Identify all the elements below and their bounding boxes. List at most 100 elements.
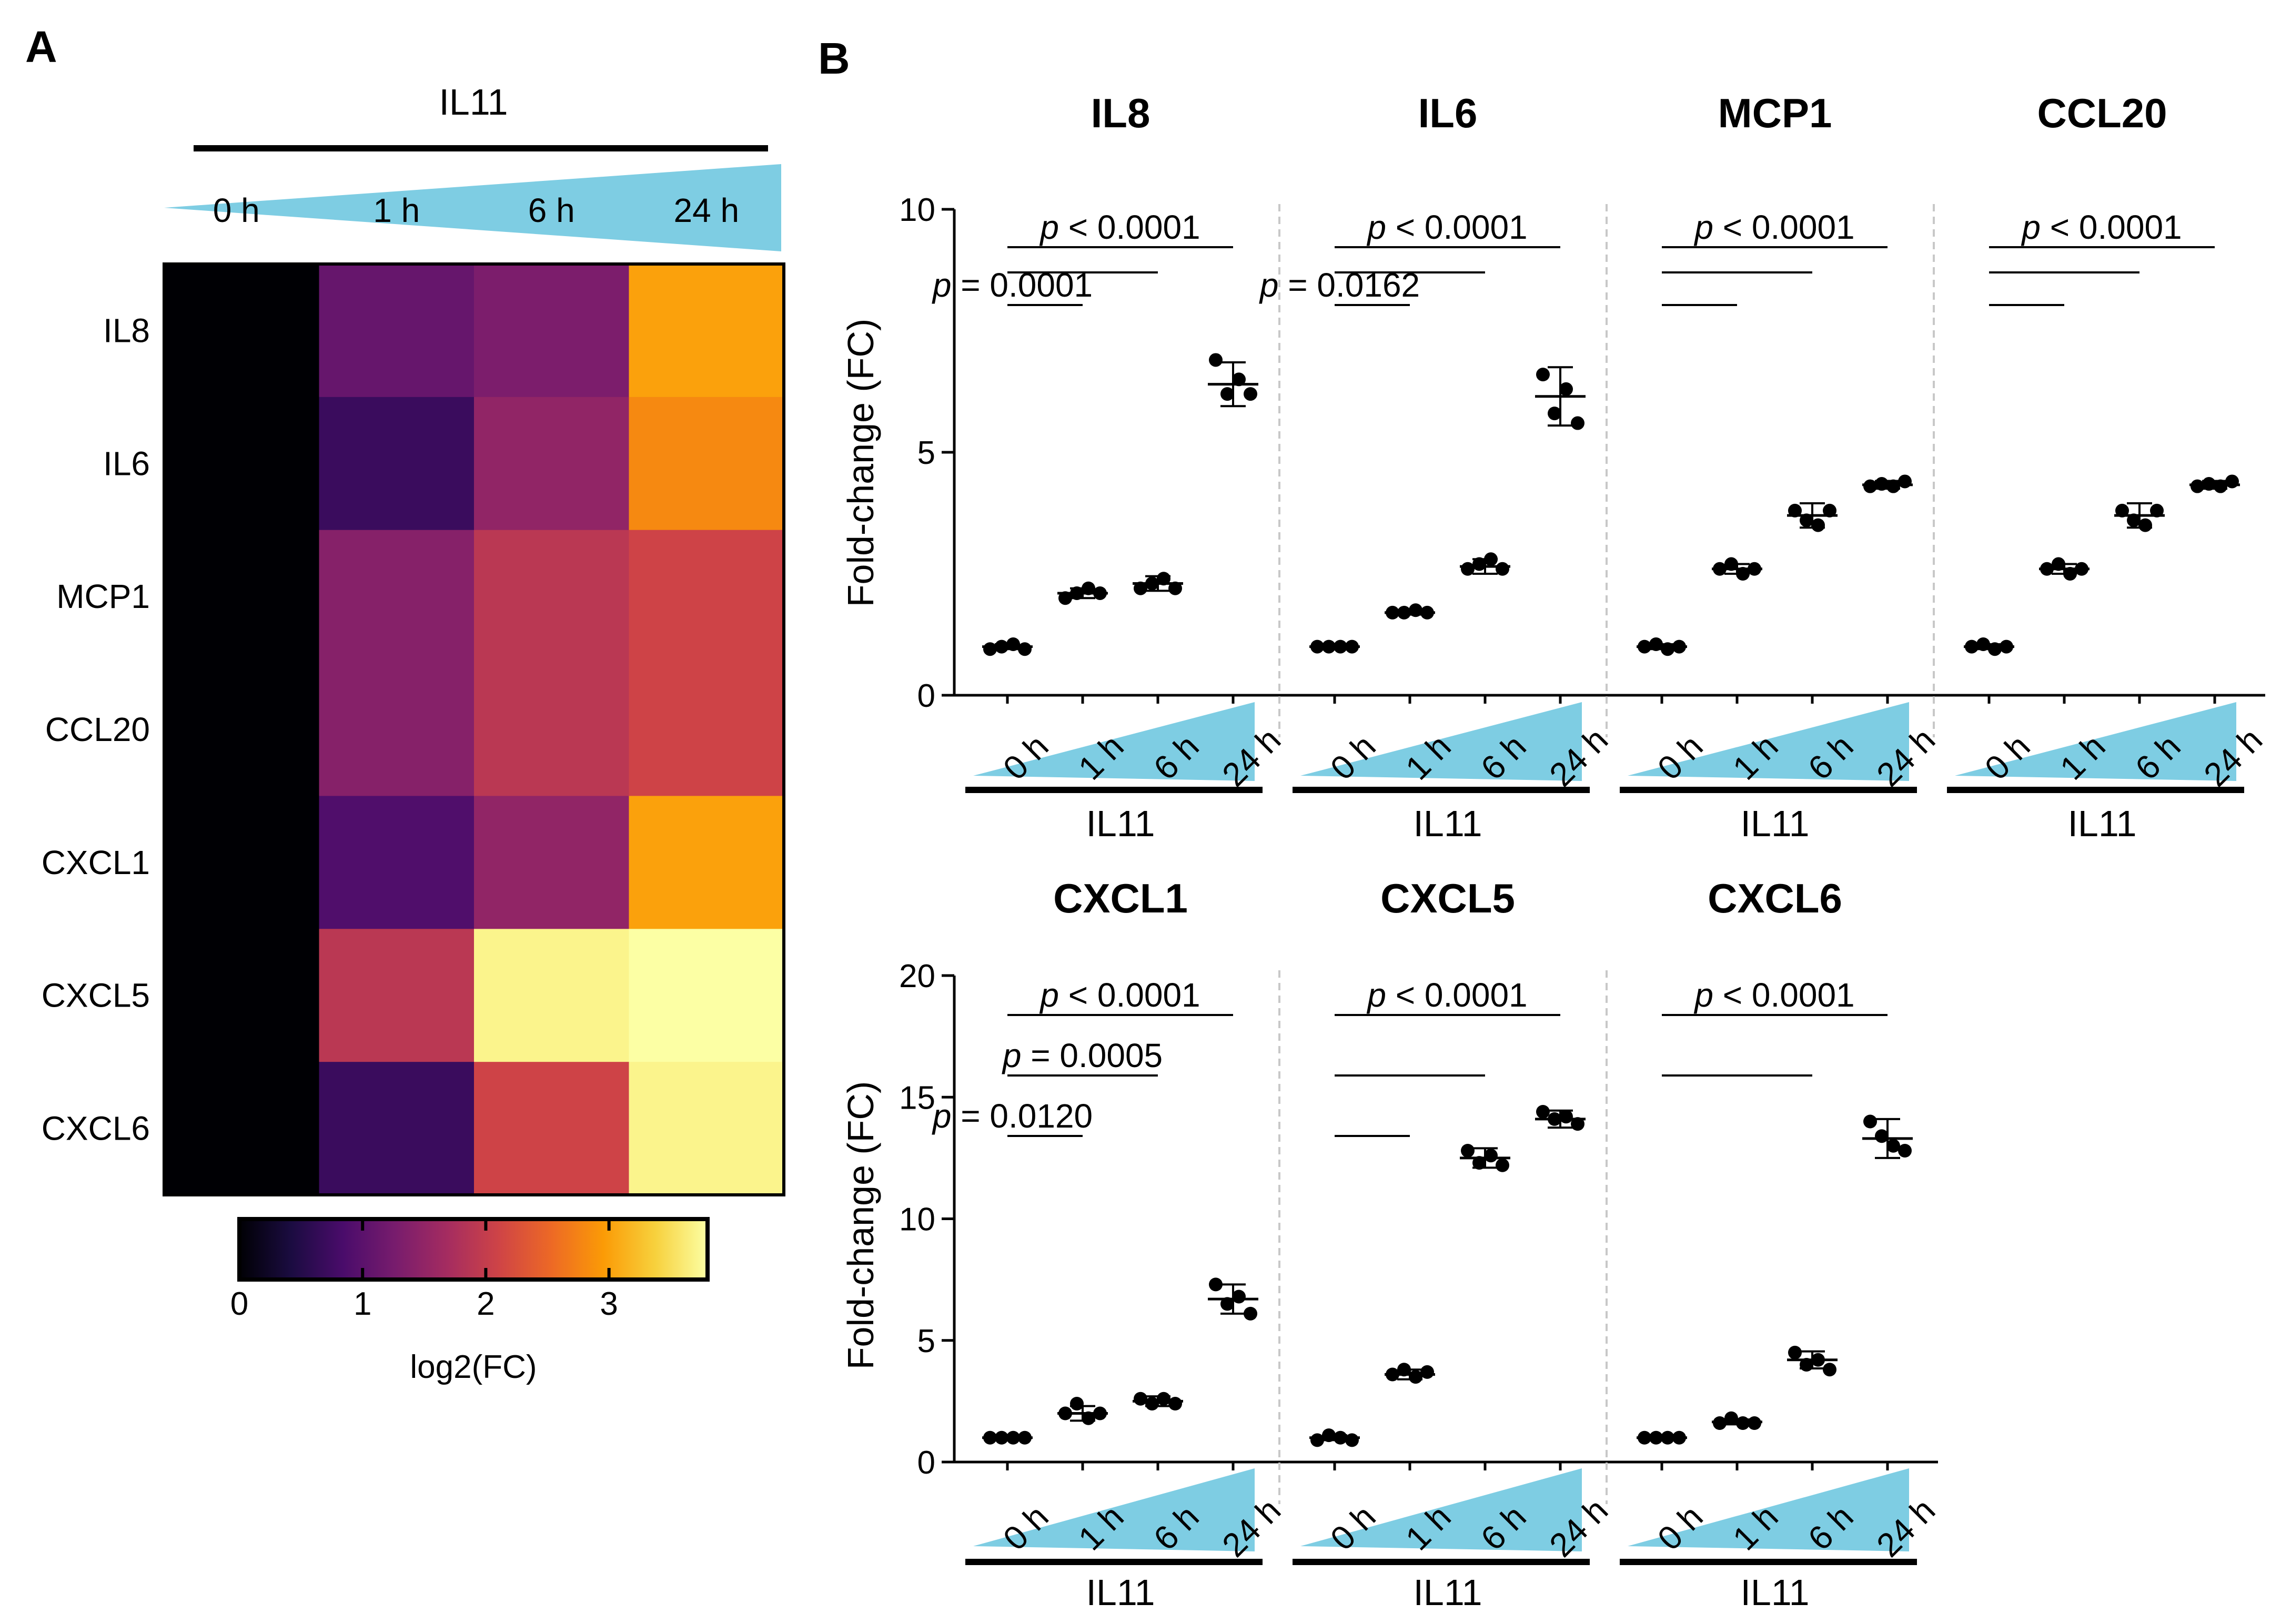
data-point	[2115, 503, 2129, 517]
p-symbol: p	[1002, 1037, 1022, 1074]
p-value-label: p < 0.0001	[2021, 208, 2182, 246]
data-point	[1748, 1416, 1761, 1430]
data-point	[995, 640, 1008, 654]
heatmap-cell	[474, 1062, 630, 1195]
time-wedge	[1628, 702, 1909, 781]
p-value-text: < 0.0001	[1713, 976, 1855, 1014]
data-point	[1736, 567, 1750, 581]
data-point	[1713, 1416, 1727, 1430]
heatmap-row-label: MCP1	[56, 577, 150, 615]
data-point	[1386, 1367, 1399, 1382]
time-wedge	[1628, 1468, 1909, 1551]
data-point	[1788, 1345, 1802, 1359]
y-tick-label: 0	[917, 1445, 935, 1481]
p-value-text: = 0.0120	[951, 1097, 1093, 1135]
data-point	[1863, 479, 1877, 493]
data-point	[1070, 586, 1084, 600]
data-point	[2000, 640, 2013, 654]
data-point	[1310, 640, 1324, 654]
time-wedge	[1300, 702, 1582, 781]
y-tick-label: 5	[917, 1323, 935, 1359]
data-point	[1386, 605, 1399, 620]
data-point	[1661, 1430, 1674, 1445]
data-point	[1397, 1363, 1411, 1377]
heatmap-cell	[319, 929, 475, 1062]
heatmap-cell	[629, 397, 784, 531]
data-point	[1168, 581, 1182, 595]
data-point	[1058, 591, 1072, 605]
p-value-label: p < 0.0001	[1366, 976, 1527, 1014]
treatment-label: IL11	[1740, 1572, 1809, 1613]
data-point	[1863, 1114, 1877, 1129]
p-value-label: p < 0.0001	[1693, 976, 1854, 1014]
plot-title: CCL20	[2037, 90, 2167, 136]
time-wedge	[973, 1468, 1255, 1551]
plot-title: MCP1	[1718, 90, 1832, 136]
data-point	[1571, 1117, 1584, 1131]
data-point	[1420, 1365, 1434, 1379]
heatmap-cell	[164, 1062, 320, 1195]
p-symbol: p	[2021, 208, 2041, 246]
data-point	[1898, 1144, 1912, 1158]
data-point	[1800, 1358, 1813, 1372]
panel-b-scatter-plots: B Fold-change (FC) Fold-change (FC) 0 5 10…	[818, 34, 2269, 1613]
heatmap-cell	[319, 397, 475, 531]
colorbar-tick-label: 2	[477, 1286, 494, 1322]
heatmap-column-label: 24 h	[673, 191, 739, 229]
data-point	[1397, 605, 1411, 620]
y-axis-label-row1: Fold-change (FC)	[840, 319, 881, 607]
x-category-label: 0 h	[1650, 727, 1710, 787]
panel-a-heatmap: A IL11 0 h 1 h 6 h 24 h IL8 IL6 MCP1 CCL20 CXCL…	[25, 22, 785, 1385]
data-point	[983, 1430, 997, 1445]
p-value-text: < 0.0001	[1386, 208, 1528, 246]
plot-title: CXCL1	[1053, 875, 1188, 921]
heatmap-cell	[164, 796, 320, 929]
p-value-label: p < 0.0001	[1039, 976, 1200, 1014]
data-point	[1461, 562, 1475, 576]
data-point	[1058, 1406, 1072, 1420]
data-point	[1724, 1411, 1738, 1425]
panel-b-letter: B	[818, 34, 850, 83]
p-value-label: p < 0.0001	[1366, 208, 1527, 246]
data-point	[1823, 1363, 1836, 1377]
data-point	[1649, 637, 1663, 651]
data-point	[1965, 640, 1979, 654]
heatmap-cell	[629, 264, 784, 398]
p-value-text: < 0.0001	[1713, 208, 1855, 246]
heatmap-cell	[319, 530, 475, 664]
heatmap-cell	[319, 264, 475, 398]
time-wedge	[1300, 1468, 1582, 1551]
data-point	[1168, 1397, 1182, 1410]
data-point	[1409, 1370, 1422, 1384]
data-point	[1800, 513, 1813, 527]
data-point	[1070, 1397, 1084, 1410]
data-point	[1018, 1430, 1032, 1445]
y-tick-label: 15	[899, 1080, 935, 1116]
x-category-label: 0 h	[1977, 727, 2037, 787]
data-point	[1548, 407, 1561, 421]
heatmap-time-wedge	[164, 164, 781, 251]
p-symbol: p	[1366, 976, 1386, 1014]
heatmap-cell	[164, 397, 320, 531]
p-value-label: p < 0.0001	[1039, 208, 1200, 246]
data-point	[1559, 1110, 1573, 1124]
heatmap-cell	[474, 929, 630, 1062]
data-point	[2225, 474, 2239, 489]
x-category-label: 0 h	[1323, 1498, 1383, 1558]
data-point	[1310, 1433, 1324, 1447]
heatmap-cell	[474, 530, 630, 664]
heatmap-row-label: CCL20	[45, 710, 150, 748]
data-point	[1220, 387, 1234, 401]
data-point	[1082, 1411, 1095, 1425]
data-point	[1672, 1430, 1686, 1445]
data-point	[1232, 372, 1246, 387]
heatmap-cell	[164, 264, 320, 398]
x-category-label: 0 h	[996, 727, 1056, 787]
treatment-label: IL11	[1413, 803, 1482, 844]
data-point	[1748, 562, 1761, 576]
treatment-label: IL11	[1086, 1572, 1155, 1613]
